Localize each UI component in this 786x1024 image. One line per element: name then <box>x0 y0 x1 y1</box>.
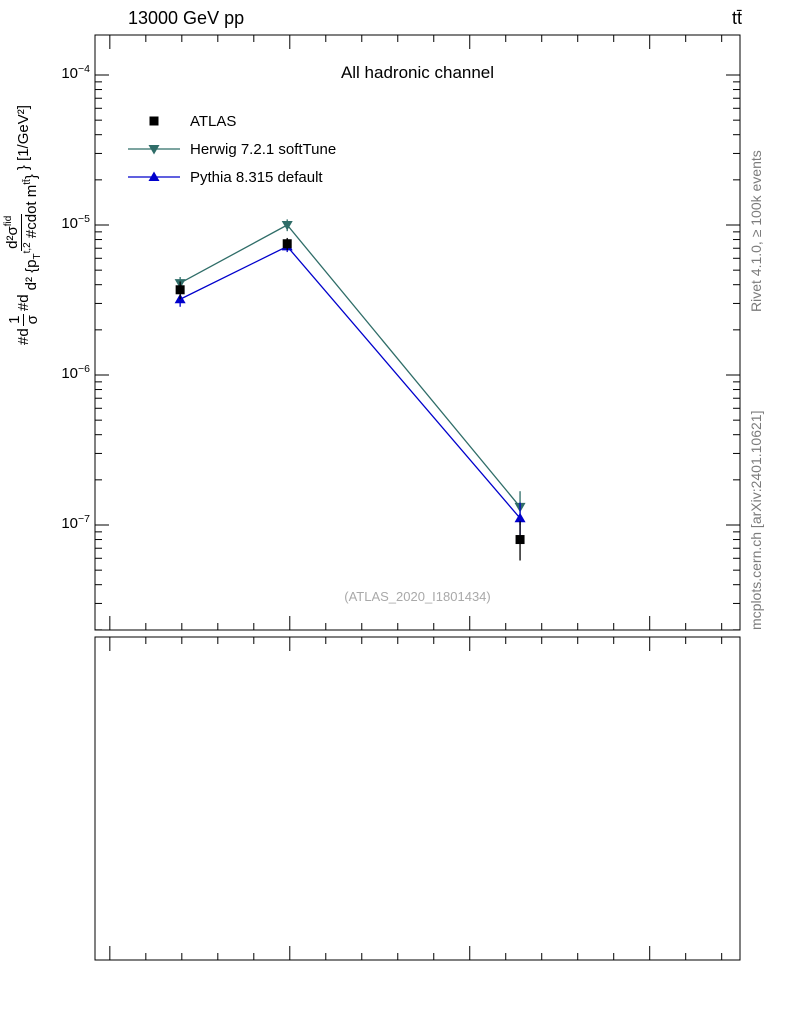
y-tick-label: 10−6 <box>61 363 90 382</box>
pythia-marker-icon <box>128 171 180 181</box>
y-tick-label: 10−7 <box>61 513 90 532</box>
plot-title: All hadronic channel <box>340 63 495 82</box>
axes-frames <box>94 34 741 961</box>
ratio-frame <box>94 636 741 961</box>
series-herwig <box>174 219 526 526</box>
series-atlas <box>175 237 525 561</box>
axis-ticks <box>95 35 740 960</box>
y-label-prefix: #d <box>14 328 32 345</box>
y-label-units: } [1/GeV²] <box>14 105 32 171</box>
main-frame <box>94 34 741 631</box>
y-label-frac2-numerator: d²σfid <box>3 213 23 251</box>
rivet-version-caption: Rivet 4.1.0, ≥ 100k events <box>748 150 764 312</box>
legend-label-atlas: ATLAS <box>190 112 237 130</box>
y-axis-label: #d 1 σ #d d²σfid d² {pTt,2 #cdot mtt̄} }… <box>3 105 44 345</box>
legend-label-pythia: Pythia 8.315 default <box>190 168 323 186</box>
legend-item-herwig: Herwig 7.2.1 softTune <box>126 135 336 163</box>
collision-energy-label: 13000 GeV pp <box>128 8 245 28</box>
y-label-fraction-one-over-sigma: 1 σ <box>5 313 42 326</box>
process-label: tt̄ <box>731 8 742 28</box>
herwig-marker-icon <box>128 145 180 155</box>
y-label-fraction-dsigma: d²σfid d² {pTt,2 #cdot mtt̄} <box>3 172 44 292</box>
analysis-watermark: (ATLAS_2020_I1801434) <box>344 589 491 604</box>
y-label-frac1-numerator: 1 <box>5 313 24 326</box>
y-tick-label: 10−5 <box>61 213 90 232</box>
legend-label-herwig: Herwig 7.2.1 softTune <box>190 140 337 158</box>
y-label-mid: #d <box>14 294 32 312</box>
y-label-frac2-denominator: d² {pTt,2 #cdot mtt̄} <box>22 174 44 291</box>
legend-item-atlas: ATLAS <box>126 107 336 135</box>
legend: ATLAS Herwig 7.2.1 softTune Pythia 8.315… <box>126 107 336 191</box>
y-label-frac1-denominator: σ <box>23 315 41 325</box>
series-pythia <box>174 240 526 538</box>
mcplots-arxiv-caption: mcplots.cern.ch [arXiv:2401.10621] <box>748 410 764 630</box>
y-tick-label: 10−4 <box>61 63 90 82</box>
atlas-marker-icon <box>149 116 159 126</box>
legend-item-pythia: Pythia 8.315 default <box>126 163 336 191</box>
